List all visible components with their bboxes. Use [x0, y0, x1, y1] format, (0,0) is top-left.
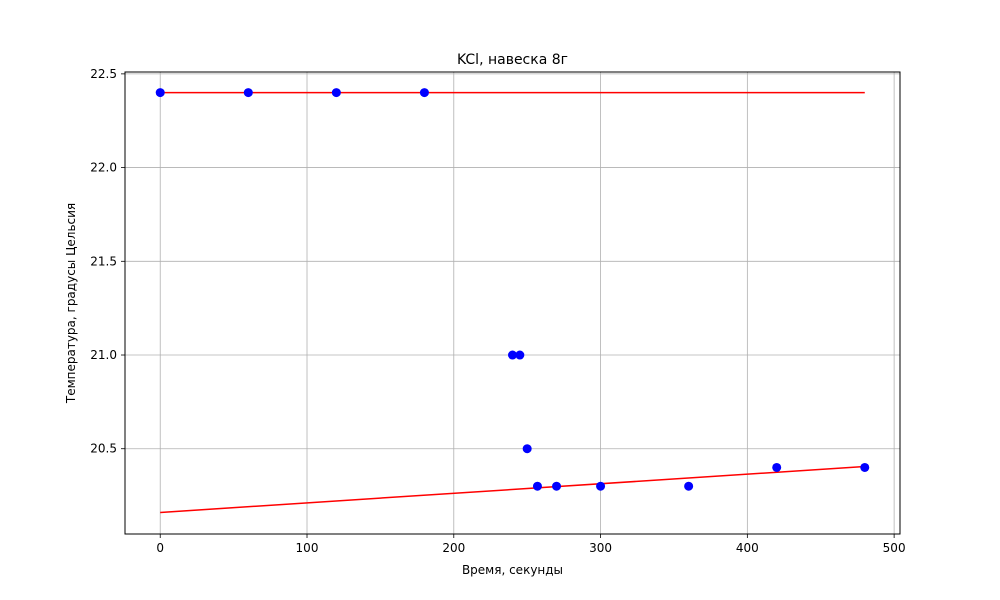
- grid: [125, 72, 900, 534]
- fit-lines: [160, 91, 865, 514]
- axis-ticks: 0 100 200 300 400 500 20.5 21.0 21.5 22.0 22.5: [90, 67, 905, 555]
- data-point: [772, 462, 782, 472]
- data-point: [860, 462, 870, 472]
- fit-line: [160, 465, 865, 514]
- chart-title: KCl, навеска 8г: [457, 52, 568, 68]
- x-tick-label: 100: [296, 541, 319, 555]
- y-tick-label: 21.5: [90, 254, 117, 268]
- x-tick-label: 300: [589, 541, 612, 555]
- data-point: [331, 88, 341, 98]
- x-tick-label: 400: [736, 541, 759, 555]
- x-tick-label: 200: [442, 541, 465, 555]
- data-point: [515, 350, 525, 360]
- data-point: [532, 481, 542, 491]
- x-tick-label: 0: [156, 541, 164, 555]
- data-points: [155, 88, 870, 491]
- data-point: [508, 350, 517, 360]
- x-tick-label: 500: [883, 541, 906, 555]
- y-tick-label: 20.5: [90, 442, 117, 456]
- data-point: [684, 481, 694, 491]
- data-point: [419, 88, 429, 98]
- data-point: [596, 481, 606, 491]
- data-point: [243, 88, 253, 98]
- y-tick-label: 22.0: [90, 161, 117, 175]
- x-axis-label: Время, секунды: [462, 563, 563, 577]
- plot-area: [125, 72, 900, 534]
- y-axis-label: Температура, градусы Цельсия: [64, 203, 78, 404]
- data-point: [552, 481, 562, 491]
- data-point: [155, 88, 165, 98]
- y-tick-label: 22.5: [90, 67, 117, 81]
- plot-frame: [124, 71, 901, 535]
- data-point: [522, 444, 532, 454]
- y-tick-label: 21.0: [90, 348, 117, 362]
